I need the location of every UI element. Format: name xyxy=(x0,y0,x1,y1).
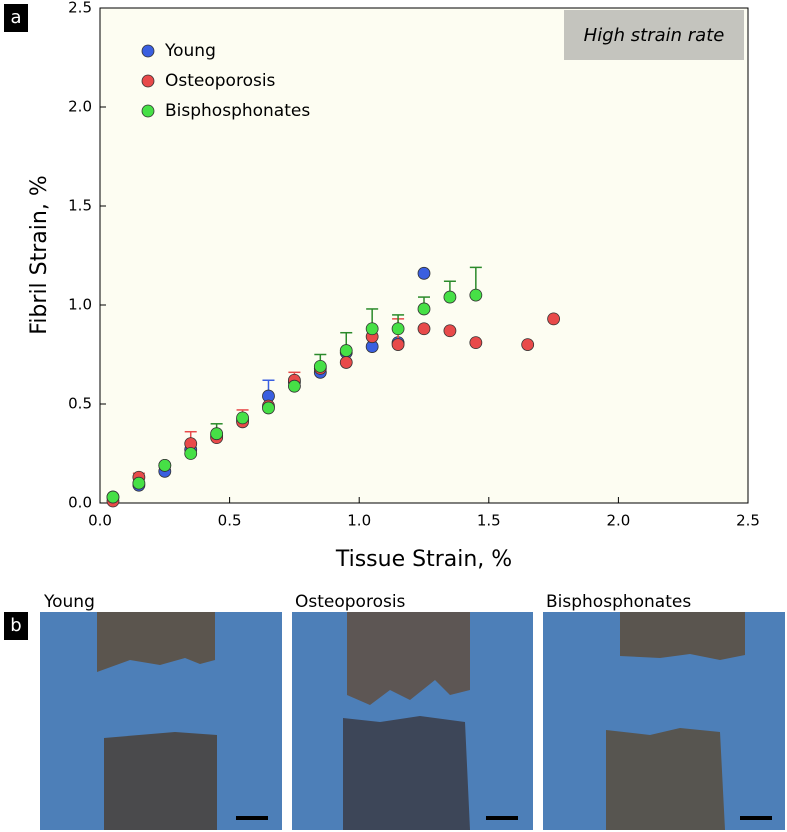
panel-label: a xyxy=(10,7,21,28)
point xyxy=(443,290,457,304)
specimen xyxy=(606,728,725,830)
point xyxy=(262,401,275,415)
plot-area xyxy=(100,8,748,503)
point xyxy=(469,336,483,350)
legend-label: Osteoporosis xyxy=(165,71,276,91)
photo-caption: Osteoporosis xyxy=(295,592,406,612)
point xyxy=(313,359,327,373)
point xyxy=(236,411,249,425)
panel-label: b xyxy=(10,615,21,636)
specimen xyxy=(343,716,470,830)
point xyxy=(443,324,457,338)
photo-caption: Bisphosphonates xyxy=(546,592,691,612)
y-tick-label: 0.5 xyxy=(68,395,92,413)
legend-label: Young xyxy=(164,41,216,61)
point xyxy=(521,338,535,352)
specimen xyxy=(97,612,215,672)
y-tick-label: 2.0 xyxy=(68,98,92,116)
specimen xyxy=(620,612,745,660)
panel-label-box xyxy=(4,612,28,640)
specimen xyxy=(347,612,470,705)
point xyxy=(132,476,146,490)
x-tick-label: 1.5 xyxy=(477,512,501,530)
x-tick-label: 2.0 xyxy=(606,512,630,530)
scale-bar xyxy=(486,816,518,820)
point xyxy=(339,344,353,357)
legend-marker xyxy=(141,44,155,58)
x-tick-label: 0.5 xyxy=(218,512,242,530)
point xyxy=(210,427,224,441)
specimen xyxy=(104,732,217,830)
point xyxy=(417,322,431,336)
y-axis-title: Fibril Strain, % xyxy=(27,175,52,334)
y-tick-label: 1.5 xyxy=(68,197,92,215)
plot-frame xyxy=(99,7,749,504)
photo-caption: Young xyxy=(43,592,95,612)
point xyxy=(287,379,301,393)
point xyxy=(417,266,431,280)
annotation: High strain rate xyxy=(584,25,725,46)
photo xyxy=(292,612,533,830)
point xyxy=(106,490,120,504)
point xyxy=(469,288,483,302)
y-tick-label: 2.5 xyxy=(68,0,92,17)
x-tick-label: 0.0 xyxy=(88,512,112,530)
point xyxy=(184,447,198,460)
y-tick-label: 0.0 xyxy=(68,494,92,512)
point xyxy=(365,322,379,336)
point xyxy=(158,458,172,472)
annotation-box xyxy=(564,10,744,60)
x-axis-title: Tissue Strain, % xyxy=(335,547,512,572)
panel-label-box xyxy=(4,4,28,32)
x-tick-label: 2.5 xyxy=(736,512,760,530)
scale-bar xyxy=(236,816,268,820)
point xyxy=(391,322,405,336)
legend-marker xyxy=(141,104,155,118)
point xyxy=(547,312,560,326)
point xyxy=(391,338,405,352)
photo xyxy=(543,612,785,830)
x-tick-label: 1.0 xyxy=(347,512,371,530)
photo xyxy=(40,612,282,830)
legend-marker xyxy=(141,74,155,88)
scale-bar xyxy=(740,816,772,820)
y-tick-label: 1.0 xyxy=(68,296,92,314)
legend-label: Bisphosphonates xyxy=(165,101,310,121)
point xyxy=(417,302,431,316)
point xyxy=(339,356,353,369)
